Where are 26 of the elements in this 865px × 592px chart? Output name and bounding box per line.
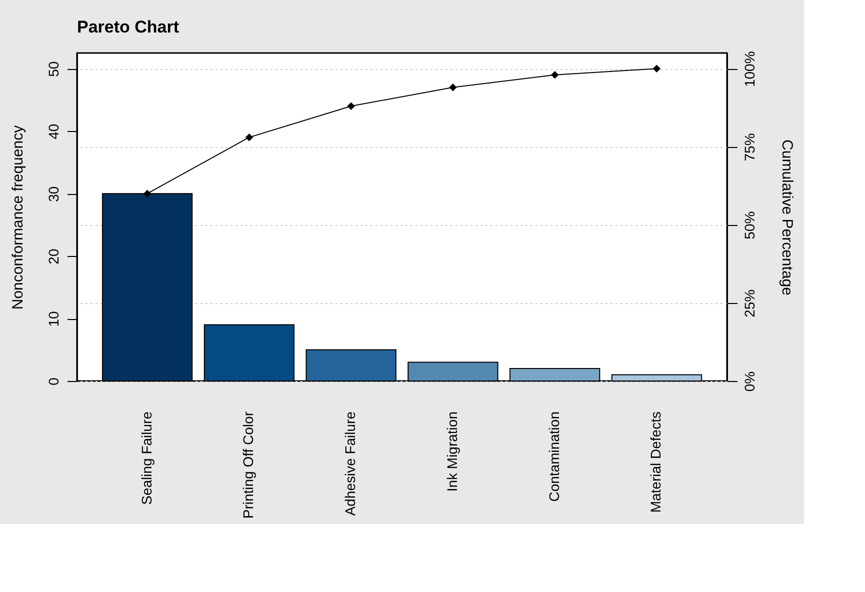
y2-tick-label: 100% bbox=[742, 51, 758, 88]
x-tick-label: Printing Off Color bbox=[240, 411, 256, 519]
chart-title: Pareto Chart bbox=[77, 18, 180, 37]
y-axis-title: Nonconformance frequency bbox=[10, 124, 26, 310]
x-tick-label: Contamination bbox=[546, 412, 562, 502]
x-tick-label: Ink Migration bbox=[444, 412, 460, 492]
y2-tick-label: 75% bbox=[742, 133, 758, 162]
point bbox=[652, 64, 661, 72]
y-tick-label: 40 bbox=[46, 124, 62, 140]
point bbox=[449, 83, 457, 92]
y-tick-label: 50 bbox=[46, 61, 62, 77]
point bbox=[347, 102, 355, 110]
point bbox=[550, 70, 559, 79]
y2-tick-label: 50% bbox=[742, 211, 758, 240]
y-tick-label: 20 bbox=[46, 248, 62, 264]
y2-tick-label: 0% bbox=[742, 371, 758, 392]
y-tick-label: 10 bbox=[46, 311, 62, 327]
point bbox=[245, 133, 254, 142]
x-tick-label: Adhesive Failure bbox=[342, 411, 358, 516]
y2-axis-title: Cumulative Percentage bbox=[778, 140, 796, 296]
y-tick-label: 0 bbox=[46, 377, 62, 386]
x-tick-label: Material Defects bbox=[648, 412, 664, 513]
point bbox=[143, 190, 152, 198]
y-tick-label: 30 bbox=[46, 186, 62, 202]
x-tick-label: Sealing Failure bbox=[138, 411, 154, 505]
y2-tick-label: 25% bbox=[742, 289, 758, 318]
